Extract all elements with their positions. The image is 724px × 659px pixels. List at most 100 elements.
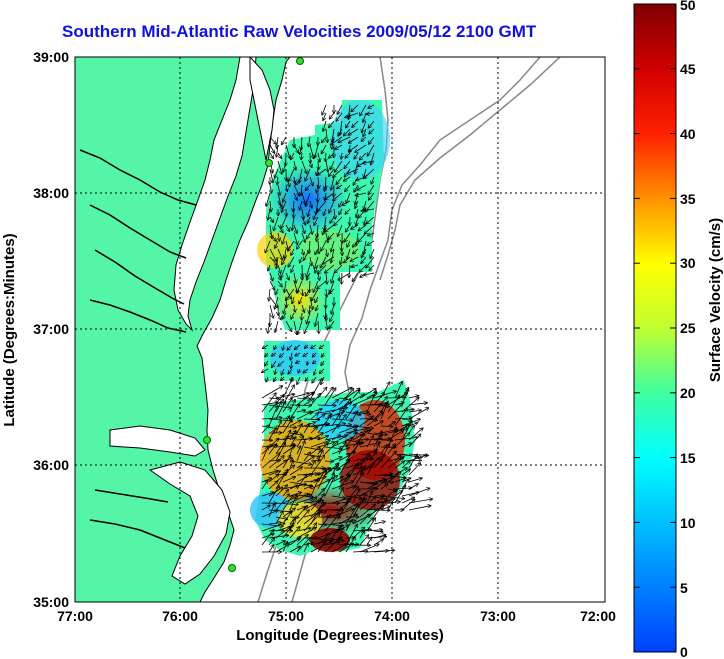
velocity-vector [408, 478, 422, 483]
velocity-vector [338, 426, 358, 434]
velocity-vector [324, 514, 339, 532]
radar-station-marker [265, 159, 273, 167]
velocity-vector [359, 505, 375, 518]
velocity-vector [261, 402, 278, 406]
velocity-vector [303, 514, 320, 532]
velocity-vector [285, 272, 289, 280]
velocity-vector [275, 168, 279, 178]
x-axis-label: Longitude (Degrees:Minutes) [236, 627, 444, 644]
x-tick-label: 76:00 [162, 608, 198, 624]
y-tick-label: 37:00 [33, 321, 69, 337]
velocity-vector [408, 488, 430, 497]
velocity-vector [315, 264, 319, 273]
velocity-vector [288, 256, 295, 267]
colorbar-tick-label: 40 [680, 126, 696, 142]
velocity-vector [352, 495, 367, 496]
velocity-vector [305, 168, 311, 181]
velocity-vector [301, 152, 302, 159]
velocity-vector [368, 233, 375, 236]
velocity-vector [367, 144, 375, 156]
velocity-vector [338, 455, 350, 462]
velocity-vector [321, 144, 327, 154]
velocity-vector [268, 456, 284, 469]
velocity-vector [272, 353, 277, 356]
velocity-vector [306, 288, 311, 296]
map-area [75, 57, 605, 602]
velocity-vector [326, 128, 328, 142]
velocity-vector [268, 486, 279, 504]
velocity-vector [347, 168, 359, 174]
velocity-vector [275, 494, 289, 511]
velocity-vector [373, 431, 382, 448]
velocity-vector [308, 216, 310, 223]
velocity-vector [277, 272, 281, 280]
velocity-vector [371, 176, 375, 184]
velocity-vector [317, 524, 326, 525]
velocity-vector [364, 216, 366, 225]
velocity-vector [289, 485, 298, 490]
velocity-vector [288, 368, 293, 374]
velocity-vector [261, 530, 274, 546]
velocity-vector [282, 542, 287, 553]
velocity-vector [303, 424, 310, 434]
velocity-vector [345, 464, 358, 483]
velocity-vector [408, 434, 421, 448]
velocity-vector [317, 224, 318, 238]
velocity-vector [355, 192, 367, 196]
velocity-vector [363, 128, 367, 136]
velocity-vector [282, 490, 288, 497]
velocity-vector [303, 486, 312, 490]
pamlico-sound [148, 461, 231, 585]
velocity-vector [270, 184, 272, 193]
velocity-vector [296, 538, 310, 553]
velocity-vector [269, 168, 273, 182]
velocity-vector [268, 538, 274, 546]
velocity-vector [318, 168, 327, 175]
velocity-vector [268, 545, 274, 553]
velocity-vector [318, 272, 320, 280]
velocity-vector [281, 368, 284, 375]
velocity-vector [303, 352, 309, 356]
velocity-vector [285, 144, 290, 158]
velocity-vector [268, 406, 277, 427]
velocity-vector [324, 538, 340, 553]
velocity-vector [296, 361, 301, 363]
velocity-vector [290, 352, 292, 360]
velocity-vector [314, 368, 316, 375]
velocity-vector [345, 208, 351, 214]
velocity-vector [285, 248, 286, 258]
velocity-vector [322, 352, 325, 357]
velocity-vector [318, 152, 320, 162]
velocity-vector [331, 160, 335, 169]
velocity-vector [326, 320, 328, 330]
velocity-vector [275, 443, 285, 462]
velocity-vector [309, 304, 310, 313]
velocity-vector [394, 478, 405, 483]
velocity-vector [268, 404, 291, 408]
velocity-vector [317, 471, 327, 490]
velocity-vector [366, 453, 377, 462]
velocity-vector [336, 112, 343, 121]
velocity-vector [329, 320, 335, 328]
velocity-vector [313, 361, 316, 364]
velocity-vector [283, 344, 284, 350]
velocity-vector [278, 184, 280, 195]
velocity-vector [394, 461, 404, 469]
delaware-bay-shore [249, 57, 275, 161]
velocity-vector [269, 272, 273, 281]
velocity-vector [364, 200, 366, 210]
velocity-vector [268, 474, 279, 483]
velocity-vector [363, 112, 367, 122]
velocity-vector [338, 528, 344, 539]
velocity-vector [373, 531, 383, 532]
velocity-vector [338, 503, 347, 511]
velocity-vector [304, 248, 311, 260]
velocity-vector [341, 240, 342, 251]
velocity-vector [314, 208, 319, 219]
velocity-vector [387, 457, 404, 469]
velocity-vector [387, 422, 395, 427]
velocity-vector [345, 520, 352, 532]
velocity-vector [298, 368, 300, 373]
y-tick-label: 39:00 [33, 49, 69, 65]
velocity-vector [278, 360, 285, 366]
